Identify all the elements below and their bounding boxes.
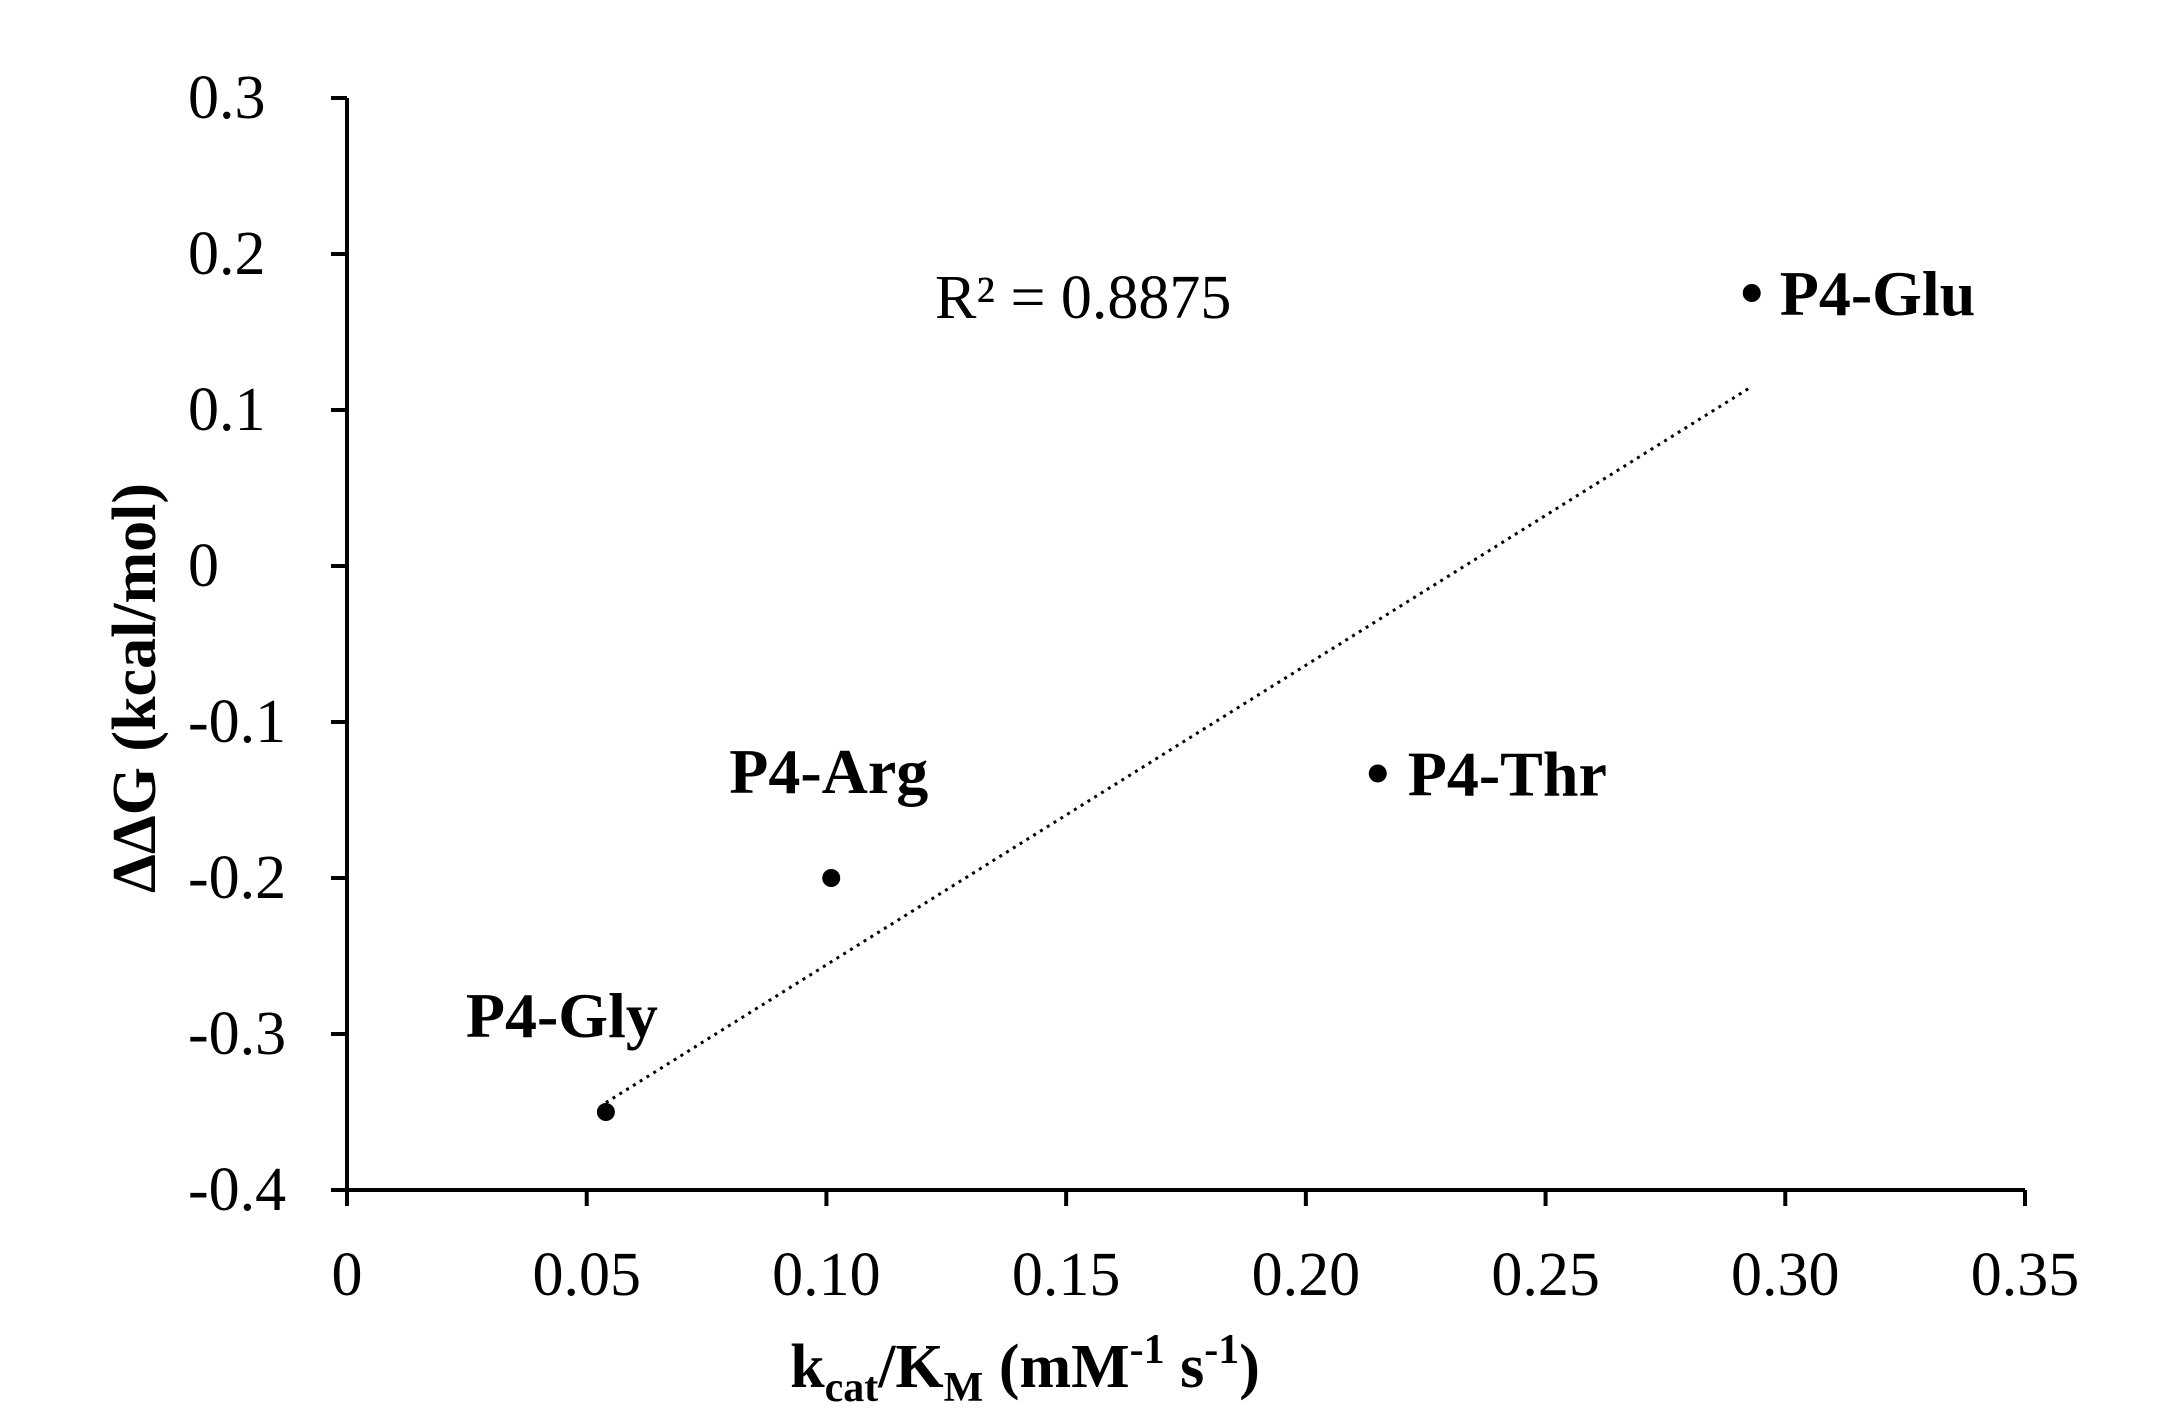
y-tick-label: 0.1 [188, 376, 266, 444]
x-label-units-post: ) [1239, 1333, 1260, 1401]
y-tick-label: -0.1 [188, 688, 286, 756]
y-axis-label: ΔΔG (kcal/mol) [101, 483, 169, 893]
point-labels: P4-Gly P4-Arg P4-Thr P4-Glu [466, 258, 1975, 1051]
y-tick-label: -0.3 [188, 1000, 286, 1068]
data-point [822, 869, 841, 887]
x-tick-label: 0.20 [1252, 1241, 1361, 1309]
x-tick-label: 0.15 [1012, 1241, 1121, 1309]
y-tick-label: 0 [188, 532, 219, 600]
trendline [605, 385, 1753, 1104]
data-points [596, 284, 1761, 1121]
x-tick-label: 0.25 [1491, 1241, 1600, 1309]
y-tick-label: 0.2 [188, 220, 266, 288]
y-ticks: 0.3 0.2 0.1 0 -0.1 -0.2 -0.3 -0.4 [188, 64, 347, 1224]
data-point [1368, 764, 1387, 783]
x-ticks: 0 0.05 0.10 0.15 0.20 0.25 0.30 0.35 [332, 1190, 2080, 1309]
y-tick-label: 0.3 [188, 64, 266, 132]
data-point [1742, 284, 1761, 302]
x-label-base: k [790, 1333, 825, 1401]
x-label-mid: /K [877, 1333, 943, 1401]
y-tick-label: -0.4 [188, 1156, 286, 1224]
point-label: P4-Gly [466, 980, 658, 1051]
x-tick-label: 0.05 [532, 1241, 641, 1309]
point-label: P4-Arg [729, 736, 928, 807]
x-label-sub-cat: cat [825, 1365, 879, 1411]
x-tick-label: 0.30 [1731, 1241, 1840, 1309]
x-tick-label: 0.10 [772, 1241, 881, 1309]
r-squared-annotation: R² = 0.8875 [935, 264, 1231, 332]
trendline-group [605, 385, 1753, 1104]
x-label-units-mid: s [1165, 1333, 1205, 1401]
x-label-units-pre: (mM [983, 1333, 1129, 1401]
data-point [596, 1103, 615, 1121]
x-axis-label: kcat/KM (mM-1 s-1) [790, 1327, 1260, 1411]
x-tick-label: 0.35 [1971, 1241, 2080, 1309]
axes [331, 98, 2025, 1192]
y-tick-label: -0.2 [188, 844, 286, 912]
x-label-sup-2: -1 [1204, 1327, 1239, 1373]
point-label: P4-Thr [1408, 738, 1607, 809]
x-label-sup-1: -1 [1130, 1327, 1165, 1373]
x-label-sub-m: M [944, 1365, 984, 1411]
point-label: P4-Glu [1780, 258, 1976, 329]
x-tick-label: 0 [332, 1241, 363, 1309]
